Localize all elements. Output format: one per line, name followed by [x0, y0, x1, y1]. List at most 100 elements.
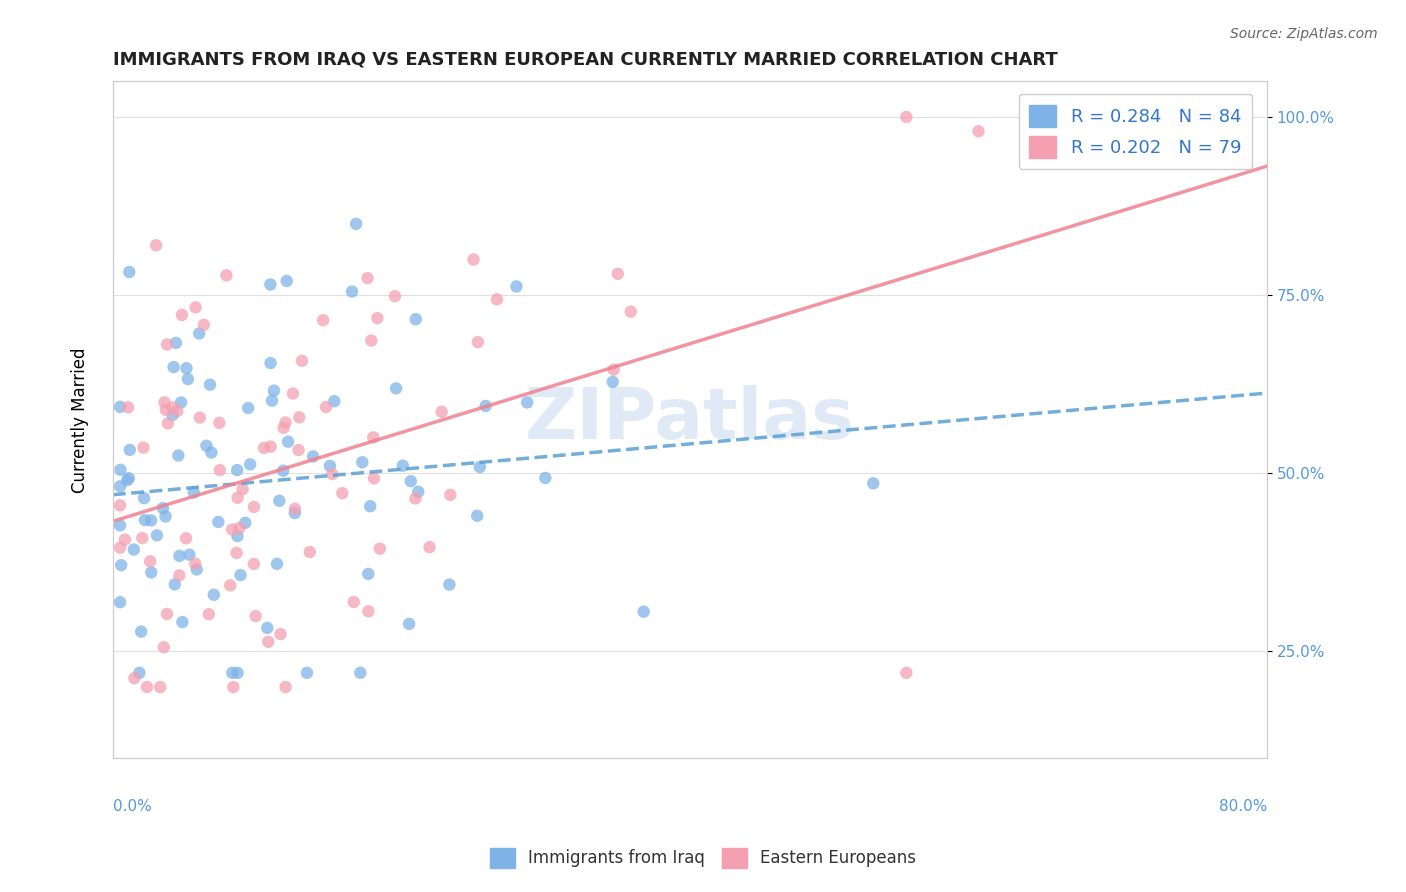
Point — [145, 238, 167, 252]
Point — [108, 479, 131, 493]
Point — [170, 395, 193, 409]
Point — [226, 463, 249, 477]
Point — [239, 458, 262, 472]
Point — [439, 577, 461, 591]
Point — [468, 460, 491, 475]
Point — [155, 403, 177, 417]
Point — [202, 588, 225, 602]
Point — [243, 557, 266, 571]
Point — [474, 399, 496, 413]
Point — [360, 334, 382, 348]
Point — [200, 445, 222, 459]
Point — [259, 356, 281, 370]
Point — [606, 267, 628, 281]
Point — [273, 421, 295, 435]
Point — [156, 337, 179, 351]
Point — [229, 568, 252, 582]
Point — [232, 482, 254, 496]
Point — [384, 289, 406, 303]
Point — [132, 441, 155, 455]
Point — [361, 430, 384, 444]
Point — [270, 627, 292, 641]
Point — [114, 533, 136, 547]
Point — [256, 621, 278, 635]
Point — [108, 518, 131, 533]
Point — [266, 557, 288, 571]
Point — [152, 640, 174, 655]
Point — [128, 665, 150, 680]
Point — [233, 516, 256, 530]
Point — [108, 499, 131, 513]
Point — [207, 515, 229, 529]
Point — [321, 467, 343, 481]
Point — [284, 501, 307, 516]
Point — [108, 400, 131, 414]
Point — [198, 377, 221, 392]
Point — [302, 450, 325, 464]
Point — [259, 277, 281, 292]
Point — [323, 394, 346, 409]
Point — [467, 335, 489, 350]
Point — [165, 335, 187, 350]
Text: Source: ZipAtlas.com: Source: ZipAtlas.com — [1230, 27, 1378, 41]
Point — [124, 671, 146, 685]
Point — [276, 274, 298, 288]
Y-axis label: Currently Married: Currently Married — [72, 347, 89, 492]
Point — [391, 458, 413, 473]
Point — [153, 395, 176, 409]
Point — [156, 417, 179, 431]
Point — [226, 665, 249, 680]
Point — [357, 566, 380, 581]
Point — [122, 542, 145, 557]
Point — [357, 604, 380, 618]
Point — [221, 523, 243, 537]
Point — [166, 404, 188, 418]
Point — [602, 362, 624, 376]
Text: 0.0%: 0.0% — [112, 799, 152, 814]
Point — [408, 484, 430, 499]
Point — [253, 441, 276, 455]
Point — [221, 665, 243, 680]
Point — [115, 473, 138, 487]
Point — [260, 393, 283, 408]
Point — [271, 464, 294, 478]
Point — [633, 605, 655, 619]
Point — [465, 508, 488, 523]
Point — [149, 680, 172, 694]
Point — [269, 493, 291, 508]
Point — [118, 265, 141, 279]
Point — [368, 541, 391, 556]
Point — [288, 410, 311, 425]
Point — [399, 474, 422, 488]
Point — [184, 557, 207, 571]
Point — [134, 513, 156, 527]
Point — [132, 491, 155, 505]
Point — [226, 491, 249, 505]
Point — [169, 549, 191, 563]
Point — [298, 545, 321, 559]
Point — [291, 353, 314, 368]
Point — [405, 312, 427, 326]
Legend: Immigrants from Iraq, Eastern Europeans: Immigrants from Iraq, Eastern Europeans — [484, 841, 922, 875]
Point — [281, 386, 304, 401]
Point — [439, 488, 461, 502]
Point — [195, 439, 218, 453]
Point — [274, 416, 297, 430]
Point — [257, 635, 280, 649]
Point — [398, 616, 420, 631]
Point — [118, 442, 141, 457]
Point — [110, 463, 132, 477]
Point — [163, 577, 186, 591]
Point — [179, 548, 201, 562]
Point — [162, 360, 184, 375]
Point — [108, 595, 131, 609]
Point — [108, 541, 131, 555]
Point — [312, 313, 335, 327]
Point — [260, 440, 283, 454]
Point — [896, 665, 918, 680]
Point — [184, 301, 207, 315]
Point — [215, 268, 238, 283]
Point — [110, 558, 132, 573]
Point — [516, 395, 538, 409]
Point — [177, 372, 200, 386]
